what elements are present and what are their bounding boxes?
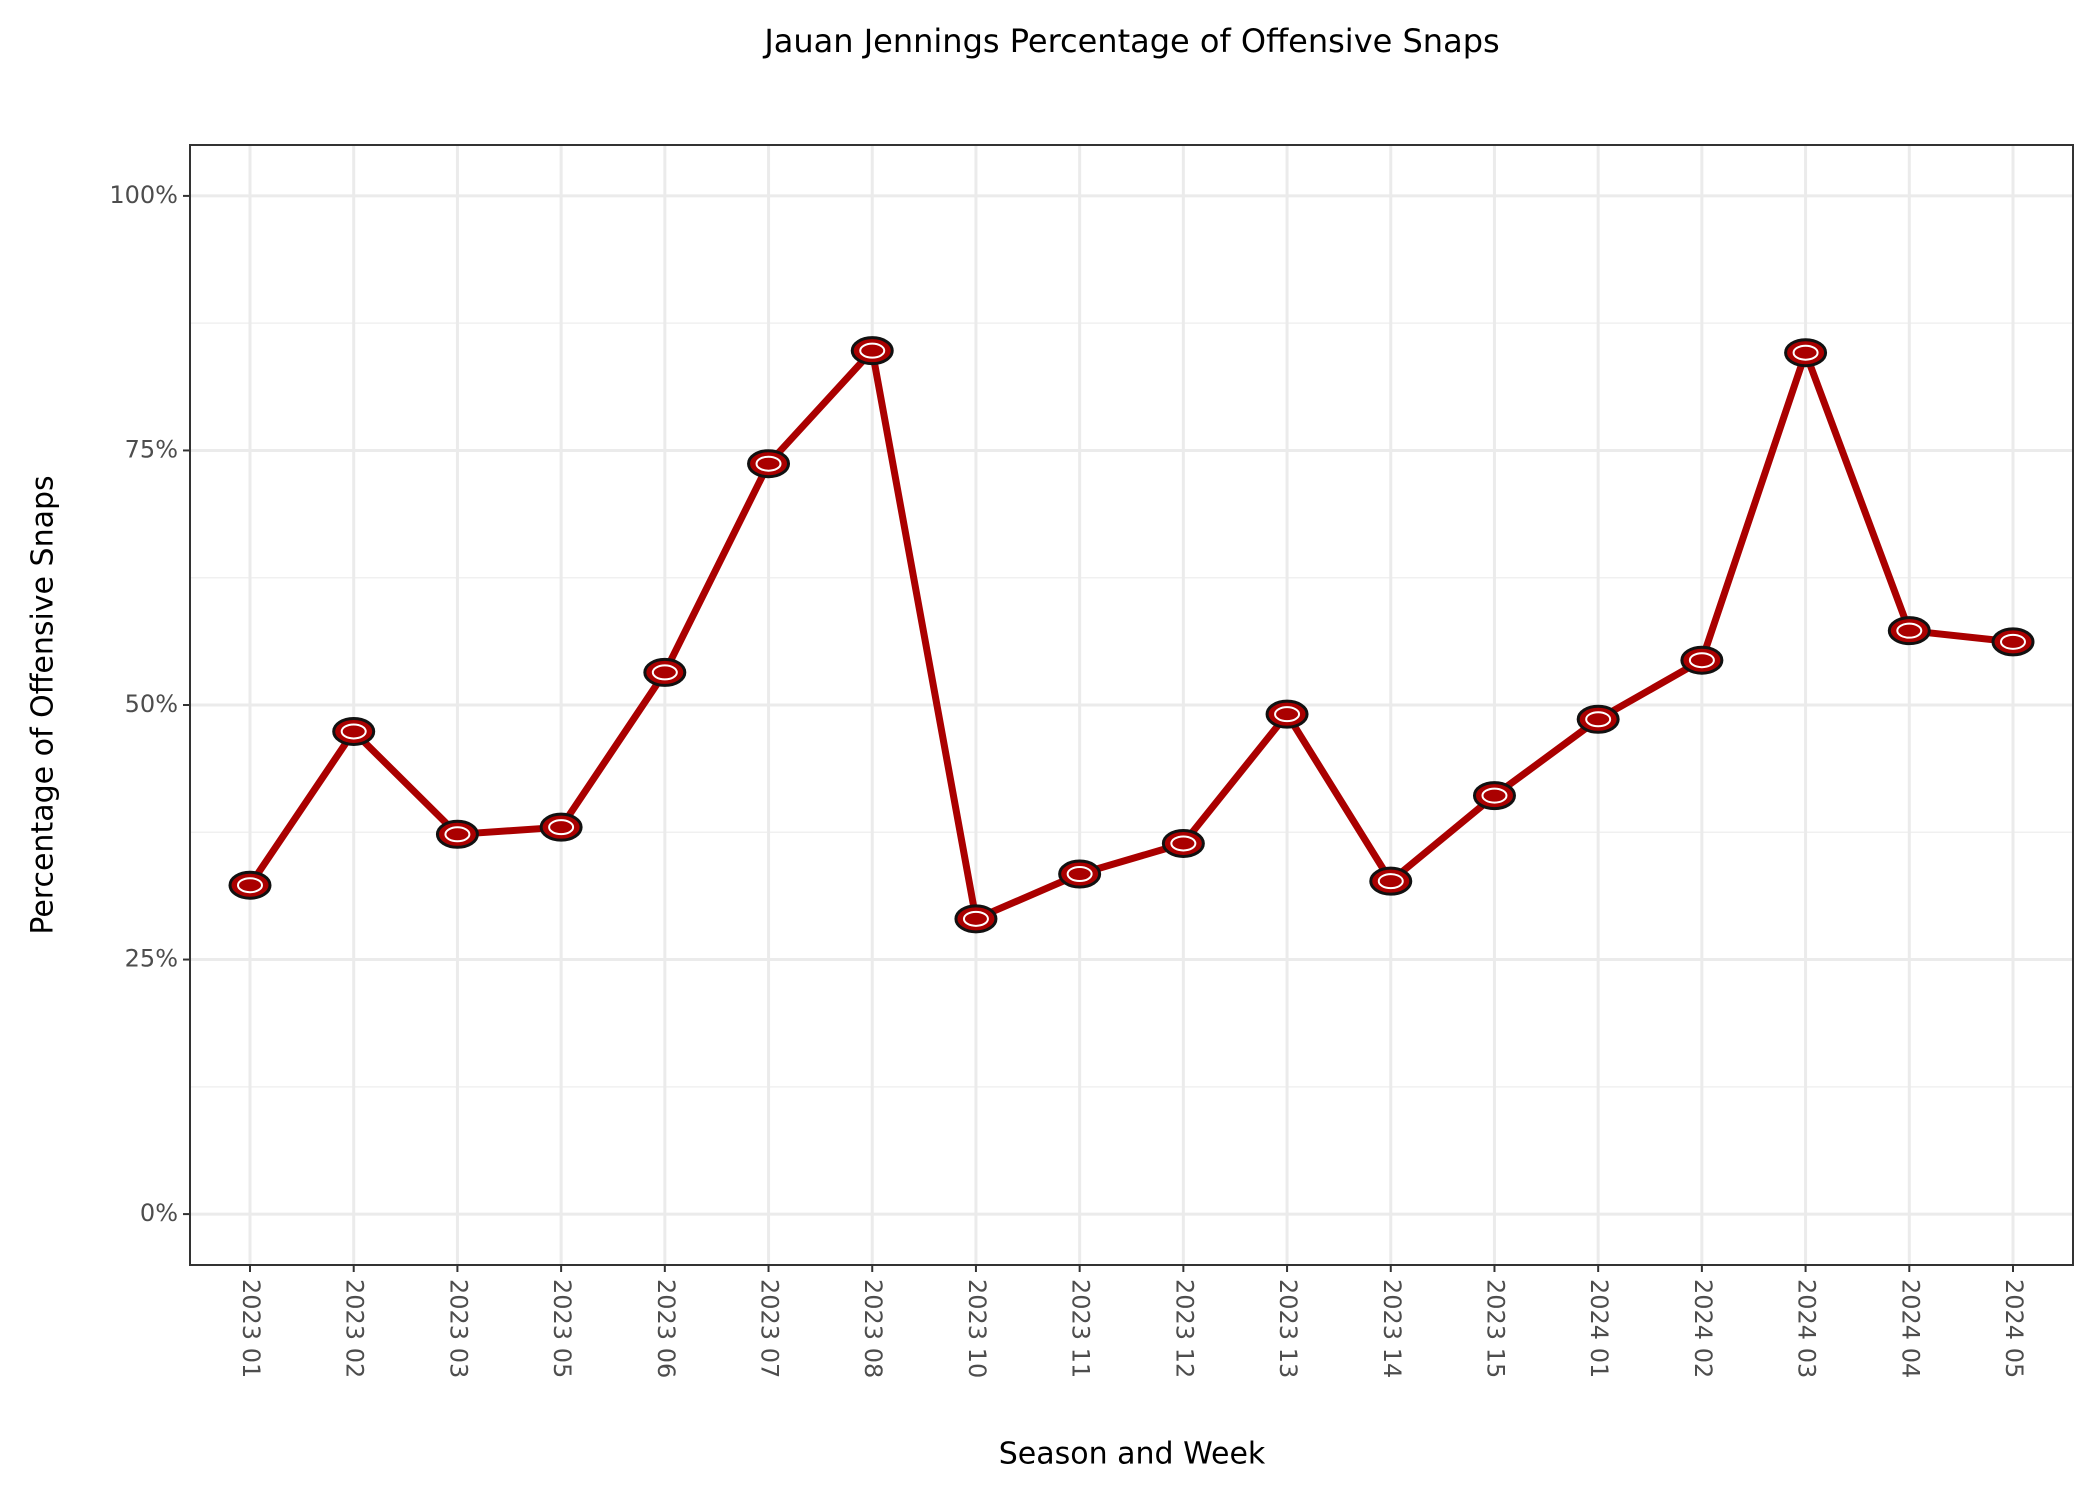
data-point <box>1680 645 1724 675</box>
data-point <box>1058 859 1102 889</box>
x-tick-label: 2023 13 <box>1274 1279 1302 1378</box>
point-logo <box>1585 711 1612 728</box>
x-axis-title: Season and Week <box>999 1437 1266 1472</box>
point-logo <box>651 664 678 681</box>
data-point <box>332 716 376 746</box>
data-point <box>643 657 687 687</box>
panel-border <box>189 144 2074 1266</box>
data-point <box>1784 338 1828 368</box>
data-point <box>1369 866 1413 896</box>
data-point <box>1576 704 1620 734</box>
y-tick-label: 25% <box>125 945 178 973</box>
point-logo <box>1481 787 1508 804</box>
data-point <box>1472 781 1516 811</box>
x-tick-label: 2023 14 <box>1378 1279 1406 1378</box>
point-logo <box>1792 344 1819 361</box>
chart-title: Jauan Jennings Percentage of Offensive S… <box>762 22 1499 60</box>
point-logo <box>1688 652 1715 669</box>
x-tick-label: 2023 07 <box>756 1279 784 1378</box>
data-point <box>850 336 894 366</box>
x-tick-label: 2023 11 <box>1067 1279 1095 1378</box>
data-point <box>1887 616 1931 646</box>
x-tick-label: 2023 02 <box>341 1279 369 1378</box>
data-point <box>1161 828 1205 858</box>
point-logo <box>444 826 471 843</box>
y-tick-label: 0% <box>140 1199 178 1227</box>
point-logo <box>1066 866 1093 883</box>
data-point <box>1265 699 1309 729</box>
x-tick-label: 2023 06 <box>652 1279 680 1378</box>
point-logo <box>340 723 367 740</box>
data-point <box>435 819 479 849</box>
x-tick-label: 2024 05 <box>2000 1279 2028 1378</box>
x-tick-label: 2023 12 <box>1170 1279 1198 1378</box>
x-tick-label: 2024 03 <box>1793 1279 1821 1378</box>
data-point <box>1991 627 2035 657</box>
point-logo <box>237 877 263 894</box>
point-logo <box>1274 706 1301 723</box>
x-tick-label: 2023 05 <box>548 1279 576 1378</box>
point-logo <box>962 910 989 927</box>
y-tick-label: 100% <box>109 181 178 209</box>
x-tick-label: 2024 01 <box>1585 1279 1613 1378</box>
data-point <box>228 870 272 900</box>
data-point <box>747 449 791 479</box>
point-logo <box>859 342 886 359</box>
x-tick-label: 2023 10 <box>963 1279 991 1378</box>
y-tick-label: 50% <box>125 690 178 718</box>
y-tick-label: 75% <box>125 435 178 463</box>
x-tick-label: 2023 01 <box>237 1279 265 1378</box>
point-logo <box>755 455 782 472</box>
x-tick-label: 2023 15 <box>1481 1279 1509 1378</box>
x-tick-label: 2024 04 <box>1896 1279 1924 1378</box>
y-axis-title: Percentage of Offensive Snaps <box>26 475 61 934</box>
x-tick-label: 2024 02 <box>1689 1279 1717 1378</box>
point-logo <box>1896 622 1923 639</box>
point-logo <box>548 819 575 836</box>
point-logo <box>1170 835 1197 852</box>
x-tick-label: 2023 08 <box>859 1279 887 1378</box>
x-tick-label: 2023 03 <box>444 1279 472 1378</box>
point-logo <box>1377 873 1404 890</box>
data-point <box>954 904 998 934</box>
data-point <box>539 812 583 842</box>
point-logo <box>2000 633 2026 650</box>
